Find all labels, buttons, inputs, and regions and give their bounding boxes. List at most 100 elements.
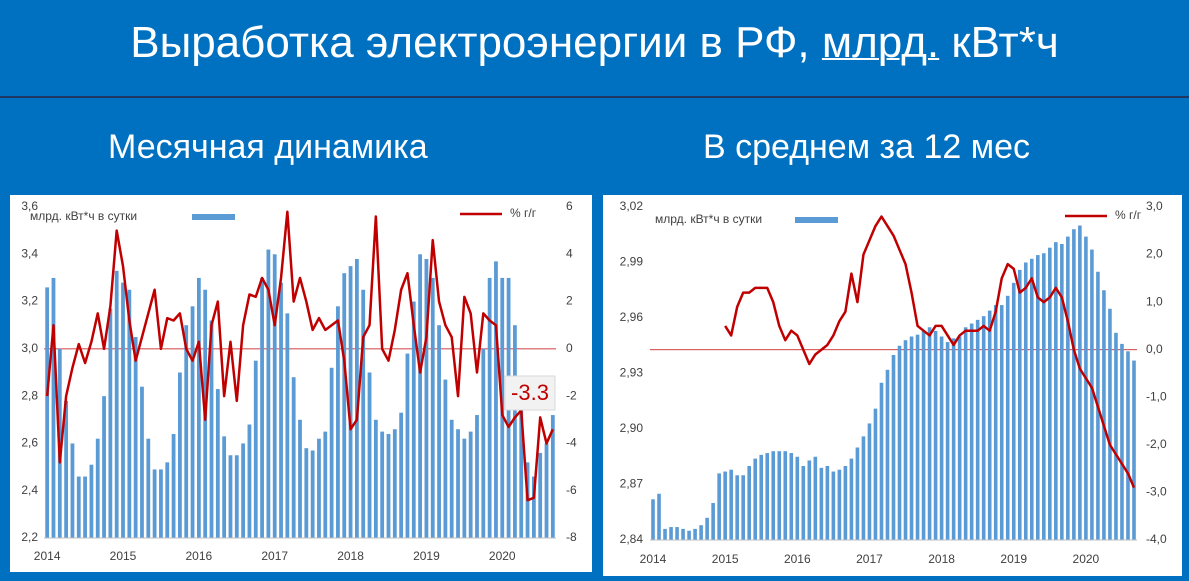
x-tick-label: 2020 [489, 549, 516, 563]
bar [867, 423, 872, 540]
bar [114, 270, 119, 538]
y2-tick-label: -3,0 [1146, 485, 1167, 499]
bar [411, 301, 416, 538]
bar [723, 471, 727, 540]
y2-tick-label: -6 [566, 483, 577, 497]
bar [367, 372, 372, 538]
bar [83, 476, 87, 538]
bar [873, 408, 878, 540]
bar [903, 340, 908, 540]
bar [494, 261, 498, 538]
y2-tick-label: 2 [566, 294, 573, 308]
bar [89, 464, 94, 538]
bar [681, 528, 685, 540]
line [724, 215, 1136, 489]
bar [1072, 229, 1076, 540]
bar [765, 453, 770, 540]
bar [819, 467, 824, 540]
bar [711, 503, 715, 540]
y2-tick-label: -4 [566, 436, 577, 450]
bar [437, 325, 441, 538]
bar [373, 419, 378, 538]
bar [1035, 255, 1040, 540]
legend-label: млрд. кВт*ч в сутки [655, 212, 762, 226]
bar [789, 453, 794, 540]
title-underlined: млрд. [821, 18, 940, 67]
bar [993, 305, 998, 540]
bar [1114, 332, 1118, 540]
bar [253, 360, 258, 538]
bar [487, 277, 492, 538]
x-tick-label: 2015 [712, 552, 739, 566]
bar [783, 451, 788, 540]
bar [1048, 247, 1052, 540]
bar [741, 475, 745, 540]
bar [481, 348, 486, 538]
bar [795, 456, 800, 540]
bar [449, 419, 454, 538]
bar [1078, 225, 1082, 540]
bar [317, 438, 321, 538]
y-tick-label: 2,93 [620, 366, 644, 380]
bar [717, 473, 721, 540]
x-tick-label: 2014 [34, 549, 61, 563]
bar [272, 254, 277, 539]
bar [987, 310, 992, 540]
bar [945, 342, 950, 540]
bar [855, 447, 860, 540]
y2-tick-label: -2,0 [1146, 437, 1167, 451]
y-tick-label: 3,2 [21, 294, 38, 308]
bar [1017, 269, 1022, 540]
bar [348, 266, 353, 538]
bar [831, 471, 836, 540]
bar [963, 327, 968, 540]
bar [1126, 351, 1130, 540]
bar [1011, 282, 1016, 540]
bar [146, 438, 151, 538]
bar [285, 313, 290, 538]
bar [747, 466, 752, 540]
bar [531, 476, 536, 538]
x-tick-label: 2017 [856, 552, 883, 566]
legend-label: % г/г [1115, 208, 1142, 222]
x-tick-label: 2017 [261, 549, 288, 563]
bar [468, 431, 473, 538]
y-tick-label: 2,96 [620, 310, 644, 324]
bar [1132, 360, 1136, 540]
bar [663, 528, 667, 540]
bar [1120, 343, 1124, 540]
bar [310, 450, 315, 538]
legend-label: % г/г [510, 206, 537, 220]
y2-tick-label: 3,0 [1146, 199, 1163, 213]
bar [196, 277, 201, 538]
bar [361, 289, 366, 538]
bar [951, 338, 956, 540]
bar [513, 325, 517, 538]
bar [70, 443, 75, 538]
y2-tick-label: -8 [566, 530, 577, 544]
bar [76, 476, 81, 538]
bar [771, 451, 776, 540]
y-tick-label: 3,6 [21, 199, 38, 213]
y-tick-label: 3,4 [21, 246, 38, 260]
bar [544, 443, 549, 538]
bar [1066, 236, 1070, 540]
title-part: Выработка электроэнергии в РФ, [130, 18, 810, 67]
bar [298, 419, 302, 538]
y-tick-label: 2,90 [620, 421, 644, 435]
bar [825, 466, 830, 540]
bar [247, 424, 252, 538]
annotation: -3.3 [511, 380, 549, 405]
bar [1090, 249, 1094, 541]
bar [1005, 295, 1010, 540]
bar [215, 389, 220, 538]
bar [121, 282, 125, 538]
bar [550, 415, 555, 538]
bar [418, 254, 422, 539]
bar [915, 334, 920, 540]
bar [729, 469, 733, 540]
y-tick-label: 2,87 [620, 477, 644, 491]
y-tick-label: 2,99 [620, 255, 644, 269]
bar [897, 345, 902, 540]
